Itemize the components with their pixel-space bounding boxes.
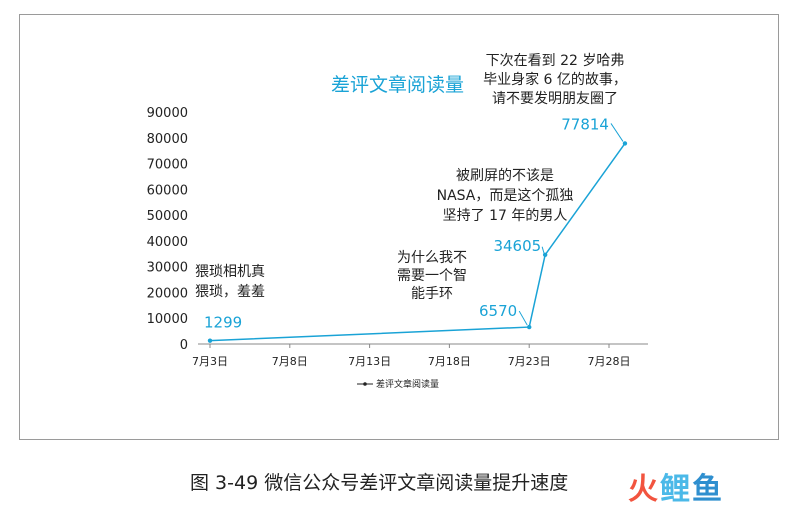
y-tick-label: 90000 bbox=[147, 106, 188, 121]
annotation-text: 被刷屏的不该是 NASA，而是这个孤独坚持了 17 年的男人 bbox=[437, 168, 574, 224]
data-point bbox=[527, 324, 532, 330]
annotation-text: 为什么我不需要一个智能手环 bbox=[397, 250, 467, 302]
label-leader-line bbox=[518, 310, 528, 326]
annotation-line: 猥琐相机真 bbox=[195, 263, 265, 280]
y-tick-label: 0 bbox=[180, 338, 188, 353]
x-tick-label: 7月18日 bbox=[428, 355, 471, 368]
y-tick-label: 80000 bbox=[147, 132, 188, 147]
annotation-line: 坚持了 17 年的男人 bbox=[443, 208, 568, 224]
y-tick-label: 70000 bbox=[147, 158, 188, 173]
x-tick-label: 7月8日 bbox=[272, 355, 308, 368]
y-tick-label: 10000 bbox=[147, 312, 188, 327]
data-label: 34605 bbox=[493, 237, 541, 255]
data-label: 1299 bbox=[204, 314, 242, 332]
x-tick-label: 7月23日 bbox=[508, 355, 551, 368]
logo-char: 火 bbox=[628, 472, 660, 507]
logo-char: 鲤 bbox=[660, 472, 692, 507]
data-point bbox=[207, 338, 213, 343]
annotation-line: 需要一个智 bbox=[397, 268, 467, 284]
y-tick-label: 20000 bbox=[147, 286, 188, 301]
y-tick-label: 60000 bbox=[147, 183, 188, 198]
data-label: 6570 bbox=[479, 302, 517, 320]
annotation-text: 下次在看到 22 岁哈弗毕业身家 6 亿的故事， 请不要发明朋友圈了 bbox=[483, 53, 627, 107]
annotation-line: 能手环 bbox=[411, 286, 453, 302]
x-tick-label: 7月3日 bbox=[192, 355, 228, 368]
annotation-line: 下次在看到 22 岁哈弗 bbox=[486, 53, 625, 69]
x-tick-label: 7月13日 bbox=[348, 355, 391, 368]
data-point bbox=[542, 252, 548, 257]
x-tick-label: 7月28日 bbox=[588, 355, 631, 368]
data-label: 77814 bbox=[561, 115, 609, 133]
label-leader-line bbox=[541, 246, 545, 254]
figure-caption: 图 3-49 微信公众号差评文章阅读量提升速度 bbox=[190, 472, 569, 494]
series-line bbox=[209, 142, 626, 342]
legend-label: 差评文章阅读量 bbox=[376, 378, 439, 390]
y-tick-label: 40000 bbox=[147, 235, 188, 250]
annotation-line: 为什么我不 bbox=[397, 250, 467, 266]
legend: 差评文章阅读量 bbox=[357, 378, 439, 390]
chart-frame bbox=[19, 14, 779, 440]
logo-char: 鱼 bbox=[692, 472, 724, 507]
annotation-line: 毕业身家 6 亿的故事， bbox=[483, 71, 627, 88]
brand-logo: 火鲤鱼 bbox=[628, 464, 724, 508]
legend-marker bbox=[363, 382, 367, 386]
label-leader-line bbox=[610, 123, 624, 142]
annotation-line: 请不要发明朋友圈了 bbox=[492, 91, 618, 107]
chart-title: 差评文章阅读量 bbox=[331, 74, 464, 96]
annotation-line: 被刷屏的不该是 bbox=[456, 168, 554, 184]
annotation-line: 猥琐，羞羞 bbox=[195, 283, 265, 300]
y-tick-label: 30000 bbox=[147, 261, 188, 276]
annotation-text: 猥琐相机真猥琐，羞羞 bbox=[195, 263, 265, 300]
y-tick-label: 50000 bbox=[147, 209, 188, 224]
annotation-line: NASA，而是这个孤独 bbox=[437, 187, 574, 204]
data-point bbox=[622, 141, 628, 146]
